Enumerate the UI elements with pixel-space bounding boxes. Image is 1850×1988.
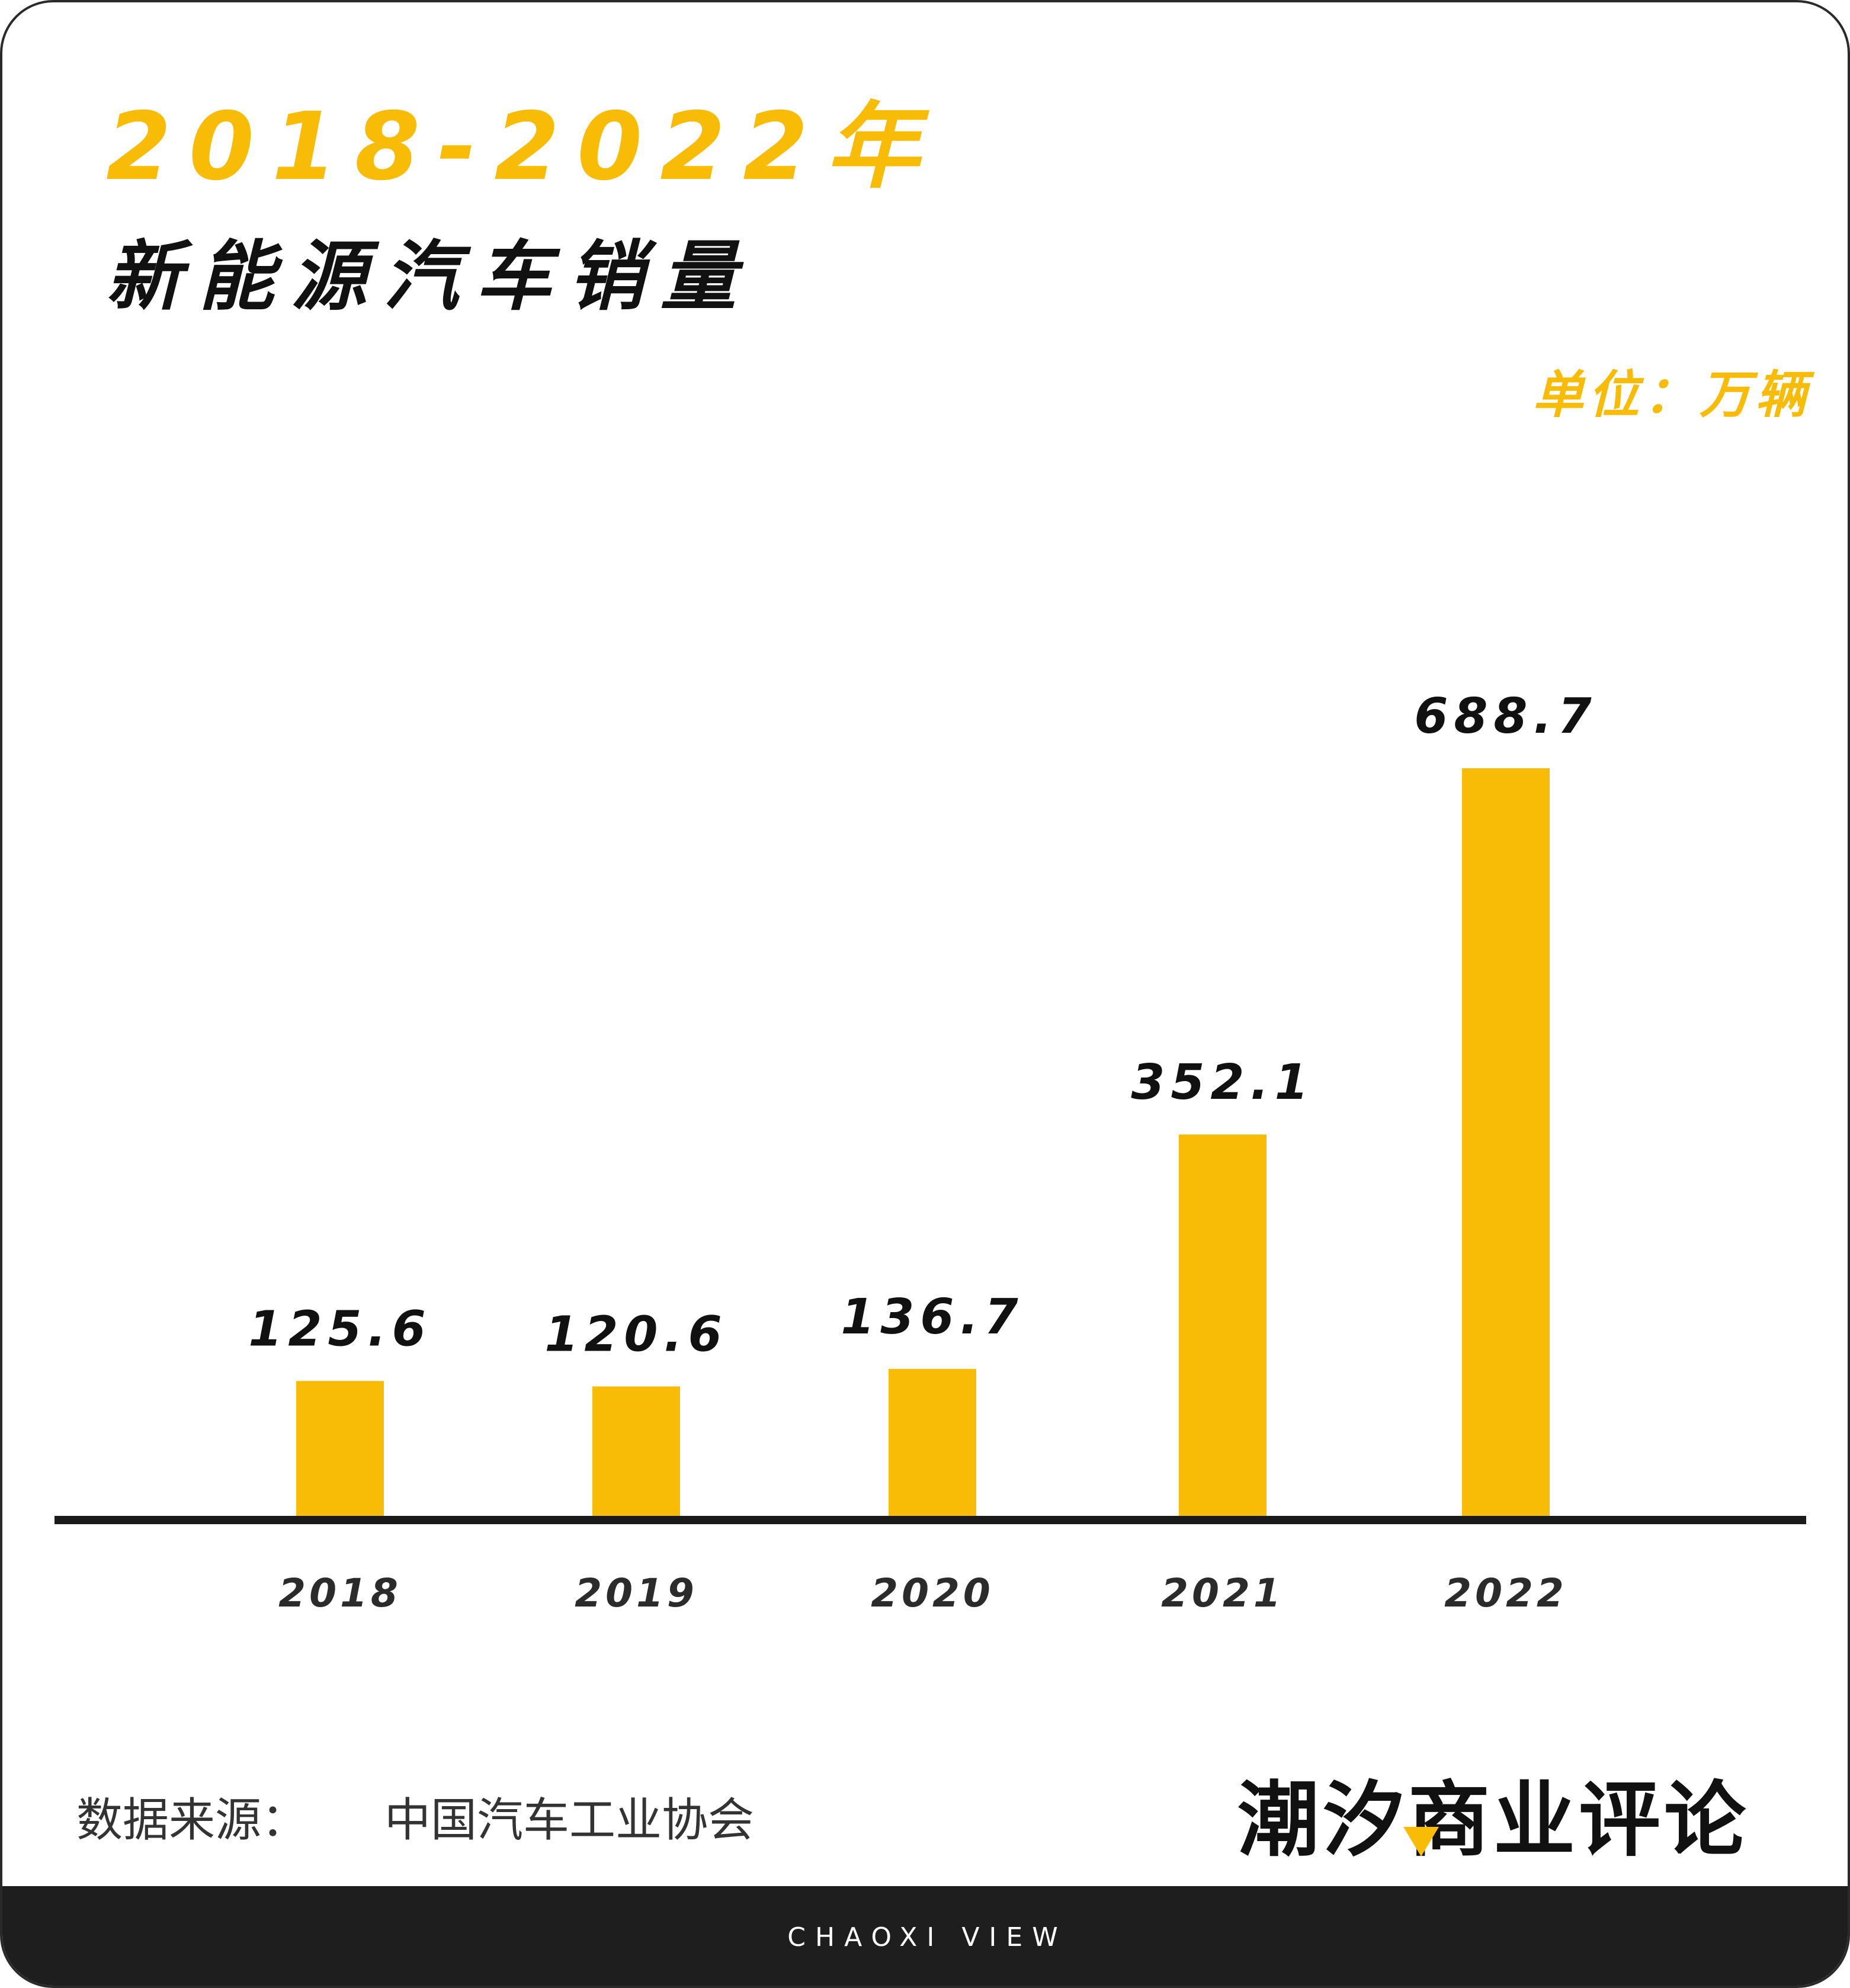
bar-2020: [889, 1368, 976, 1518]
value-label-2022: 688.7: [1414, 688, 1597, 745]
footer-tagline: CHAOXI VIEW: [787, 1922, 1067, 1952]
source-label: 数据来源：: [76, 1794, 308, 1847]
bar-2021: [1179, 1134, 1267, 1518]
source-organization: 中国汽车工业协会: [384, 1794, 755, 1847]
value-label-2018: 125.6: [248, 1301, 431, 1357]
bar-2022: [1462, 768, 1550, 1518]
value-label-2021: 352.1: [1131, 1054, 1314, 1111]
x-tick-label-2021: 2021: [1161, 1570, 1284, 1616]
bar-chart: 125.6 2018 120.6 2019 136.7 2020 352.1 2021 688.…: [54, 688, 1806, 1616]
bar-2019: [592, 1386, 680, 1518]
x-tick-label-2020: 2020: [871, 1570, 994, 1616]
brand-accent-icon: [1403, 1827, 1439, 1856]
data-source: 数据来源： 中国汽车工业协会: [76, 1797, 754, 1843]
unit-label: 单位：万辆: [1532, 365, 1811, 425]
chart-title: 新能源汽车销量: [106, 233, 754, 321]
x-tick-label-2022: 2022: [1444, 1570, 1567, 1616]
value-label-2019: 120.6: [544, 1306, 727, 1362]
bar-2018: [296, 1381, 384, 1518]
x-tick-label-2019: 2019: [575, 1570, 698, 1616]
chart-title-years: 2018-2022年: [106, 92, 938, 201]
brand-logo: 潮汐商业评论: [1237, 1772, 1750, 1868]
x-tick-label-2018: 2018: [278, 1570, 402, 1616]
value-label-2020: 136.7: [841, 1289, 1024, 1345]
footer-bar: [2, 1886, 1848, 1986]
